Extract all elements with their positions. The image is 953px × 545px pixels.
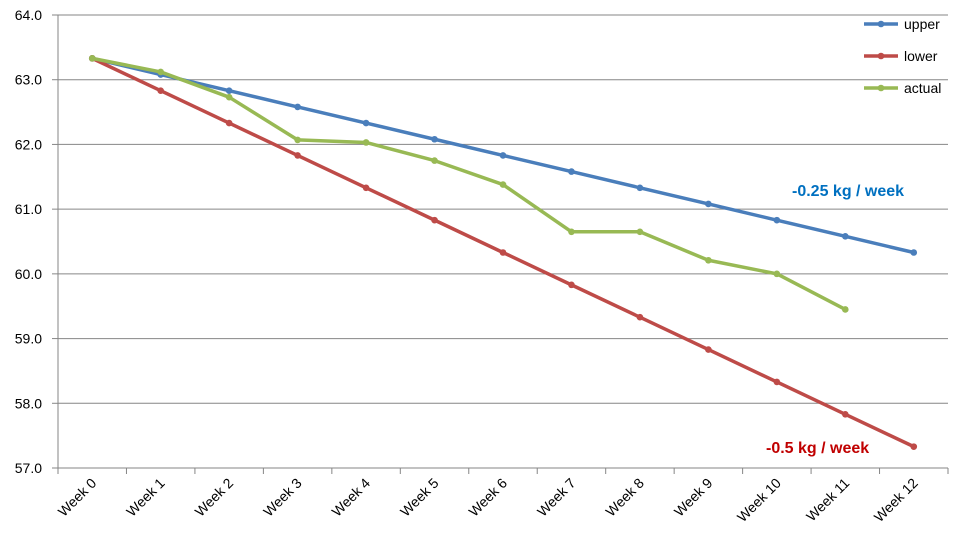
legend-label-upper: upper: [904, 16, 940, 32]
x-tick-label: Week 11: [803, 475, 853, 525]
data-point-actual: [294, 136, 301, 144]
y-tick-label: 62.0: [15, 136, 42, 152]
axes: [52, 14, 949, 474]
data-point-lower: [294, 152, 301, 159]
legend-marker-lower: [877, 52, 885, 60]
data-point-lower: [157, 87, 164, 95]
legend-label-actual: actual: [904, 80, 941, 96]
data-point-upper: [705, 200, 712, 208]
data-point-actual: [636, 228, 644, 236]
x-tick-label: Week 4: [328, 475, 373, 520]
data-point-actual: [568, 228, 575, 236]
data-point-lower: [499, 249, 507, 256]
x-tick-label: Week 3: [260, 475, 305, 520]
x-tick-label: Week 10: [734, 475, 784, 525]
data-point-actual: [842, 306, 849, 313]
data-point-actual: [362, 139, 370, 146]
series-line-actual: [90, 56, 848, 312]
data-point-upper: [636, 184, 644, 192]
y-tick-label: 63.0: [15, 72, 42, 88]
data-point-upper: [499, 152, 507, 159]
data-point-actual: [499, 181, 507, 188]
data-point-actual: [773, 270, 781, 278]
annotation-lower: -0.5 kg / week: [766, 440, 869, 457]
x-tick-label: Week 5: [397, 475, 442, 520]
annotations: -0.25 kg / week -0.5 kg / week: [766, 183, 904, 457]
data-point-upper: [842, 233, 849, 240]
data-point-lower: [362, 184, 370, 192]
x-tick-label: Week 2: [192, 475, 237, 520]
y-tick-label: 57.0: [15, 460, 42, 476]
x-axis-tick-labels: Week 0 Week 1 Week 2 Week 3 Week 4 Week 5 Week…: [55, 475, 921, 525]
gridlines: [58, 14, 948, 404]
data-point-lower: [705, 346, 712, 353]
series-lines: [88, 55, 918, 450]
y-tick-label: 60.0: [15, 266, 42, 282]
data-point-upper: [568, 168, 575, 175]
legend-marker-upper: [877, 20, 885, 28]
y-tick-label: 61.0: [15, 201, 42, 217]
data-point-lower: [225, 119, 233, 127]
y-tick-label: 59.0: [15, 331, 42, 347]
data-point-lower: [842, 410, 849, 418]
legend: upper lower actual: [864, 16, 941, 96]
x-tick-label: Week 1: [123, 475, 168, 520]
data-point-actual: [157, 68, 164, 76]
data-point-upper: [773, 216, 781, 224]
y-axis-tick-labels: 57.0 58.0 59.0 60.0 61.0 62.0 63.0 64.0: [15, 7, 42, 476]
x-tick-label: Week 9: [671, 475, 716, 520]
data-point-upper: [294, 103, 301, 111]
x-tick-label: Week 6: [465, 475, 510, 520]
data-point-actual: [431, 157, 438, 164]
legend-marker-actual: [877, 84, 885, 92]
data-point-actual: [88, 55, 96, 62]
data-point-upper: [431, 135, 438, 143]
data-point-upper: [225, 87, 233, 95]
y-tick-label: 64.0: [15, 7, 42, 23]
data-point-lower: [636, 313, 644, 321]
data-point-lower: [910, 443, 918, 450]
legend-label-lower: lower: [904, 48, 938, 64]
data-point-actual: [705, 256, 712, 264]
x-tick-label: Week 12: [871, 475, 921, 525]
data-point-upper: [362, 119, 370, 127]
data-point-lower: [773, 378, 781, 386]
data-point-upper: [910, 249, 918, 256]
y-tick-label: 58.0: [15, 395, 42, 411]
annotation-upper: -0.25 kg / week: [792, 183, 904, 200]
x-tick-label: Week 0: [55, 475, 100, 520]
data-point-actual: [225, 93, 233, 101]
x-tick-label: Week 7: [534, 475, 579, 520]
x-tick-label: Week 8: [602, 475, 647, 520]
data-point-lower: [568, 281, 575, 289]
data-point-lower: [431, 216, 438, 224]
